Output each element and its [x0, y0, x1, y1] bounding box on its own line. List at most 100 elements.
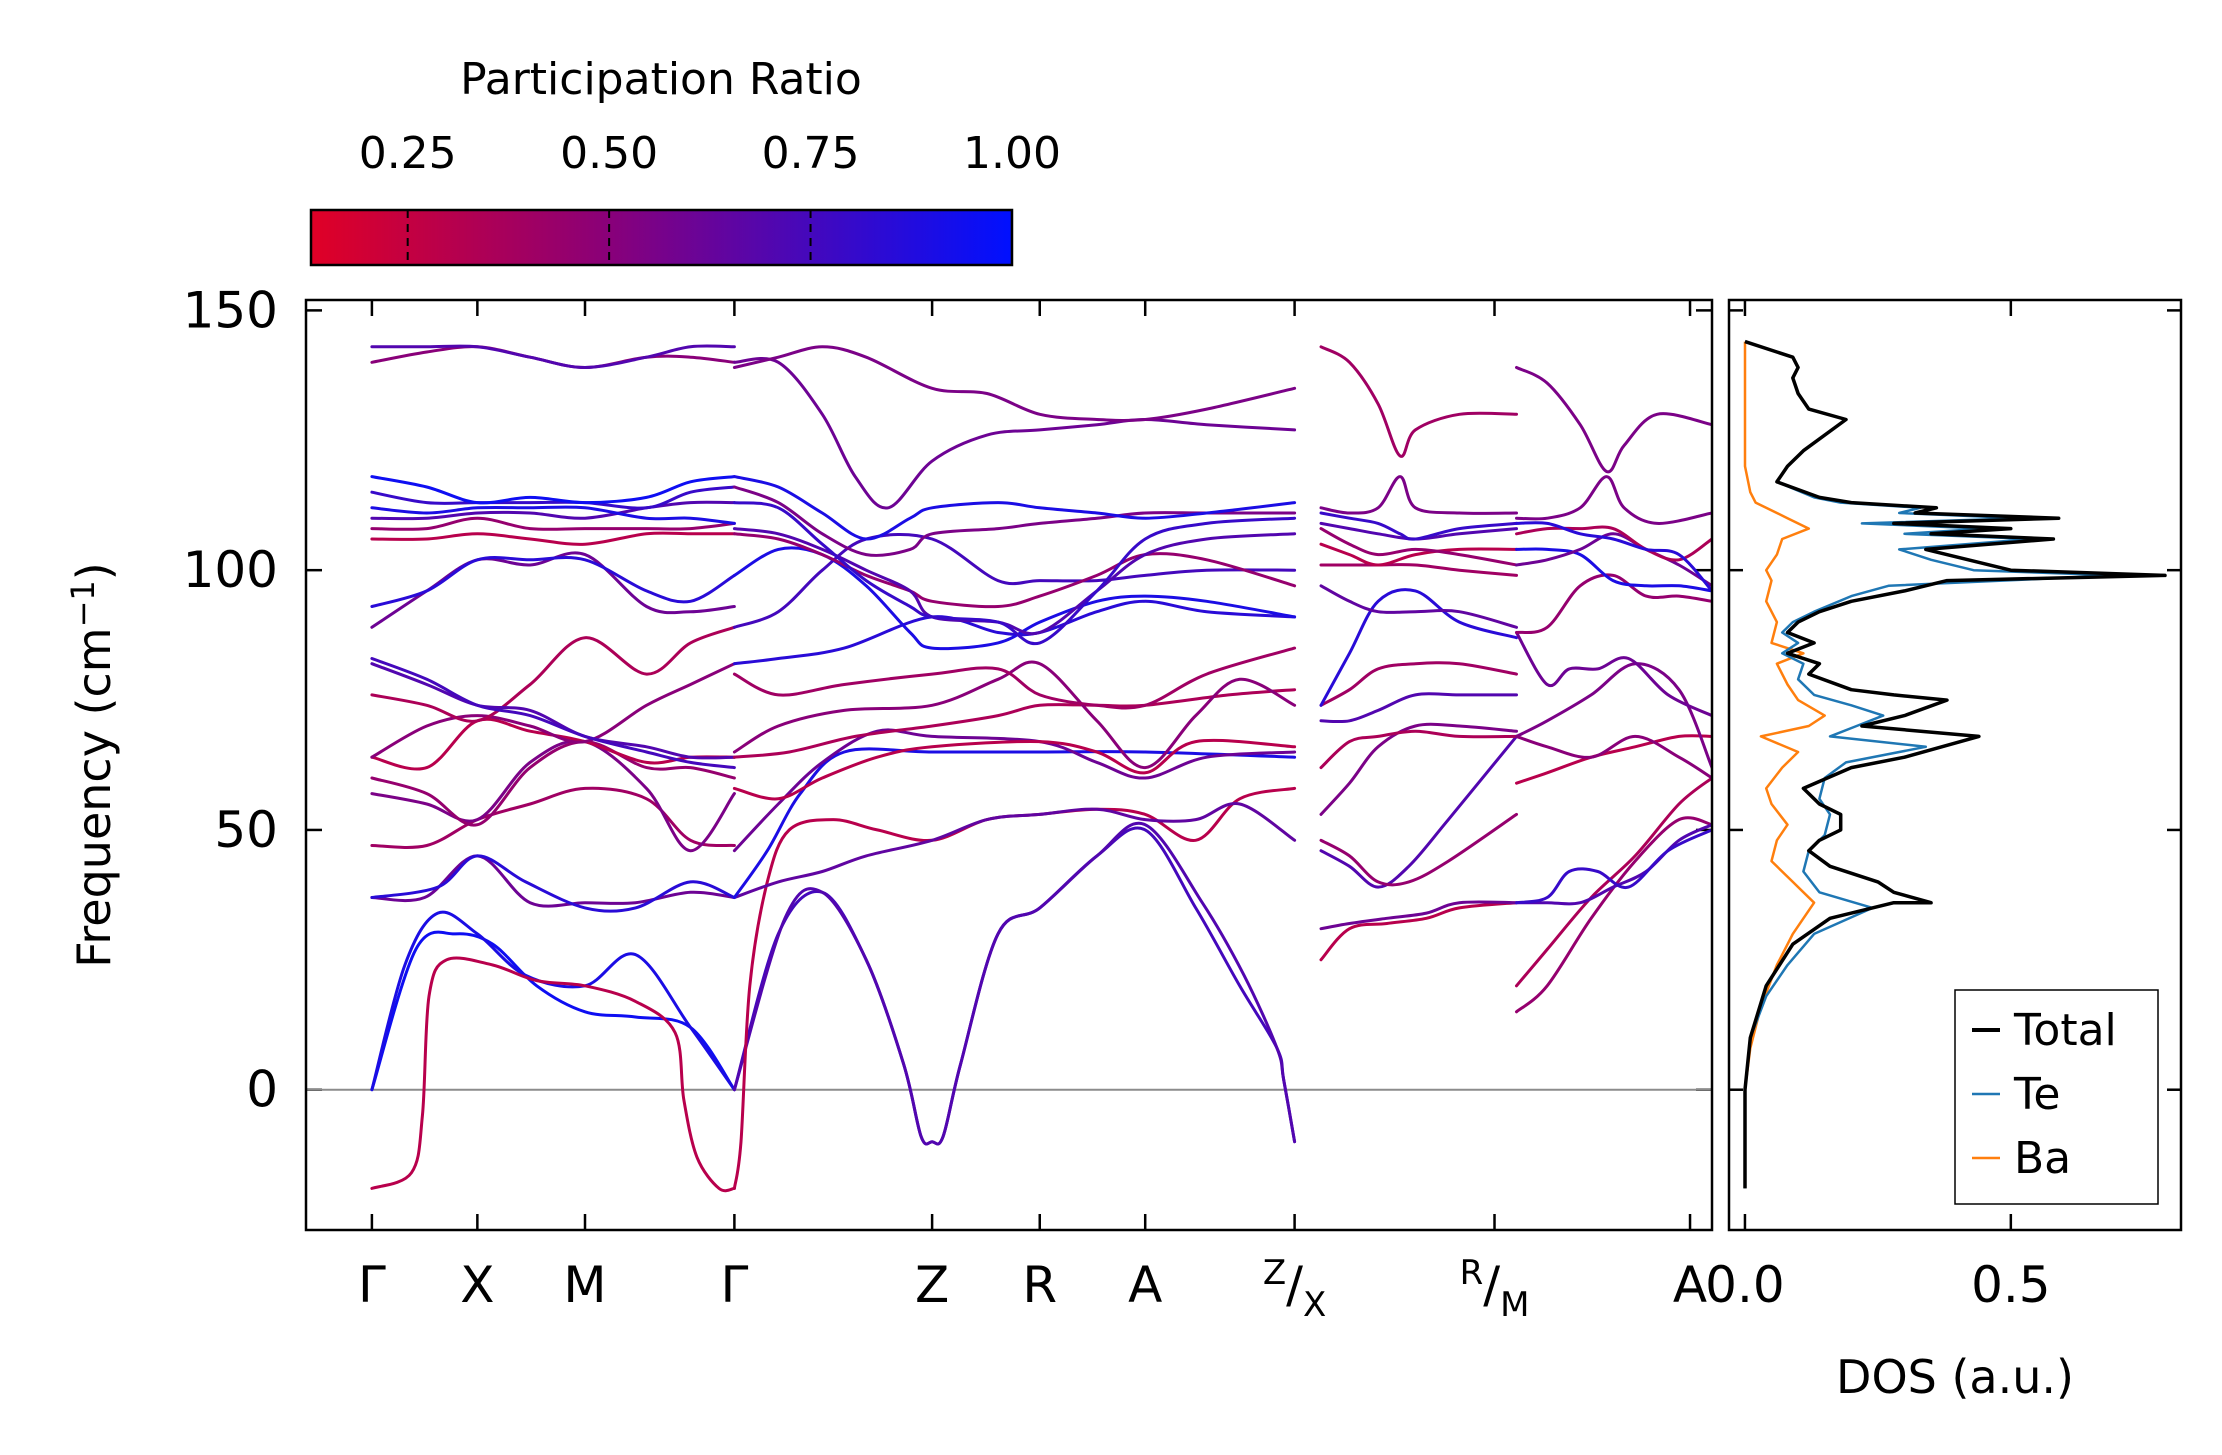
colorbar-title: Participation Ratio [460, 54, 862, 105]
colorbar-tick-label: 0.50 [560, 128, 658, 179]
high-symmetry-label: Z [915, 1256, 949, 1314]
phonon-band [732, 660, 1297, 770]
legend-label-ba: Ba [2014, 1133, 2071, 1184]
phonon-band [1515, 823, 1712, 906]
phonon-band [1319, 812, 1518, 887]
phonon-band [732, 357, 1297, 510]
phonon-band [1515, 475, 1712, 525]
band-lines [370, 344, 1712, 1193]
phonon-band [732, 532, 1297, 609]
high-symmetry-label: R/M [1460, 1253, 1530, 1325]
phonon-band [370, 910, 736, 1092]
phonon-band [1319, 542, 1518, 567]
dos-series-ba [1743, 341, 1826, 1189]
phonon-band [1515, 828, 1712, 905]
phonon-band [1319, 734, 1518, 889]
y-tick-label: 150 [183, 281, 278, 339]
phonon-band [1319, 511, 1518, 541]
phonon-band [1515, 521, 1712, 593]
colorbar-tick-label: 0.75 [762, 128, 860, 179]
high-symmetry-label: R [1022, 1256, 1057, 1314]
phonon-band [732, 786, 1297, 1190]
y-tick-label: 0 [246, 1061, 278, 1119]
phonon-band [1515, 573, 1712, 635]
phonon-band [732, 532, 1297, 629]
phonon-band [1319, 584, 1518, 629]
phonon-band [370, 854, 736, 908]
phonon-band [1515, 532, 1712, 588]
phonon-band [370, 657, 736, 770]
phonon-band [732, 802, 1297, 899]
phonon-band [732, 485, 1297, 557]
high-symmetry-label: A [1673, 1256, 1707, 1314]
phonon-band [370, 344, 736, 369]
colorbar-tick-label: 1.00 [963, 128, 1061, 179]
dos-lines [1743, 339, 2167, 1189]
band-axes-frame [304, 298, 1714, 1232]
phonon-band [370, 505, 736, 525]
phonon-band [1515, 525, 1712, 562]
phonon-band [732, 345, 1297, 422]
phonon-band [1515, 734, 1712, 785]
dos-x-tick-label: 0.0 [1705, 1256, 1785, 1314]
colorbar-ticks [406, 210, 812, 265]
phonon-band [370, 739, 736, 853]
phonon-band [370, 556, 736, 608]
high-symmetry-labels: Γ X M Γ Z R A Z/X R/M A [358, 1253, 1707, 1325]
legend-label-total: Total [2013, 1005, 2117, 1056]
phonon-band [1319, 729, 1518, 770]
colorbar-tick-labels: 0.25 0.50 0.75 1.00 [359, 128, 1061, 179]
band-xticks [370, 300, 1692, 1230]
phonon-band [732, 475, 1297, 541]
phonon-band [370, 740, 736, 827]
phonon-band [1319, 661, 1518, 707]
dos-axes-frame [1727, 298, 2183, 1232]
phonon-band [370, 854, 736, 913]
phonon-band [1319, 345, 1518, 458]
phonon-band [370, 625, 736, 723]
phonon-band [1319, 900, 1518, 931]
high-symmetry-label: M [563, 1256, 606, 1314]
legend: Total Te Ba [1954, 989, 2159, 1205]
phonon-band [1319, 475, 1518, 515]
phonon-band [370, 531, 736, 546]
band-yticks: 0 50 100 150 [183, 281, 1712, 1119]
phonon-band [732, 646, 1297, 710]
high-symmetry-label: Z/X [1263, 1253, 1326, 1325]
colorbar: Participation Ratio 0.25 0.50 0.75 1.00 [309, 54, 1061, 267]
phonon-band [732, 688, 1297, 759]
phonon-band [732, 501, 1297, 646]
y-tick-label: 100 [183, 541, 278, 599]
phonon-band [370, 956, 736, 1193]
phonon-band [1319, 527, 1518, 567]
dos-series-total [1743, 339, 2167, 1189]
phonon-band [732, 747, 1297, 899]
phonon-band [370, 662, 736, 760]
phonon-band [370, 516, 736, 531]
phonon-band [370, 475, 736, 505]
phonon-band [1319, 521, 1518, 541]
phonon-band [1515, 734, 1712, 780]
phonon-band [732, 821, 1297, 1146]
phonon-band [732, 738, 1297, 801]
high-symmetry-label: Γ [358, 1256, 386, 1314]
phonon-band [1515, 547, 1712, 593]
high-symmetry-label: X [460, 1256, 494, 1314]
dos-x-tick-label: 0.5 [1971, 1256, 2051, 1314]
phonon-band [1319, 692, 1518, 724]
high-symmetry-label: A [1128, 1256, 1162, 1314]
band-structure-panel: 0 50 100 150 Γ X M Γ Z R A Z/X R/M A Frequency (cm−1… [64, 281, 1714, 1325]
y-tick-label: 50 [214, 801, 278, 859]
colorbar-tick-label: 0.25 [359, 128, 457, 179]
y-axis-label: Frequency (cm−1) [64, 562, 121, 967]
phonon-band [370, 500, 736, 521]
phonon-band [370, 930, 736, 1092]
phonon-band [370, 662, 736, 759]
phonon-band [732, 826, 1297, 1146]
phonon-band [1515, 776, 1712, 988]
high-symmetry-label: Γ [720, 1256, 748, 1314]
legend-label-te: Te [2013, 1069, 2060, 1120]
colorbar-gradient [309, 208, 1014, 267]
phonon-band [732, 527, 1297, 636]
